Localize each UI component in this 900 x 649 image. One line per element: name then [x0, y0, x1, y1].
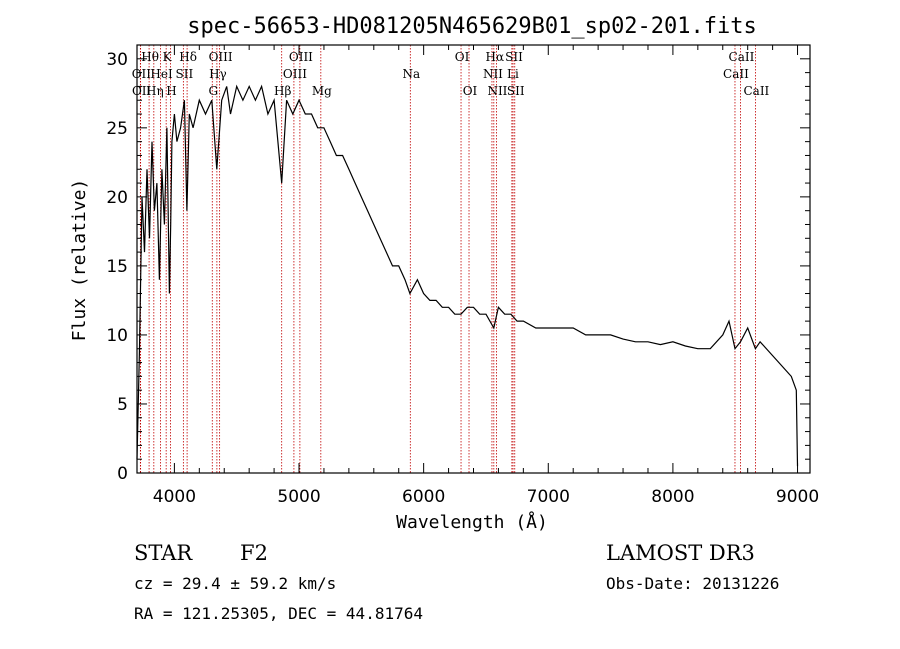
y-tick-label: 15: [106, 257, 128, 277]
line-label: Hγ: [209, 67, 227, 81]
plot-frame: [136, 44, 811, 474]
line-label: OI: [455, 50, 470, 64]
y-tick-label: 20: [106, 188, 128, 208]
x-tick-label: 7000: [527, 487, 570, 507]
x-tick-label: 8000: [651, 487, 694, 507]
x-tick-label: 5000: [277, 487, 320, 507]
line-label: SII: [507, 84, 525, 98]
y-tick-label: 0: [117, 464, 128, 484]
line-label: OIII: [209, 50, 233, 64]
line-label: Hη: [146, 84, 164, 98]
line-label: OII: [132, 67, 152, 81]
y-axis-label: Flux (relative): [69, 179, 90, 342]
line-label: SII: [505, 50, 523, 64]
line-label: CaII: [743, 84, 769, 98]
redshift-text: cz = 29.4 ± 59.2 km/s: [134, 574, 336, 593]
line-label: Hα: [486, 50, 505, 64]
spectral-subclass: F2: [240, 541, 268, 565]
y-axis: 0 5 10 15 20 25 30: [106, 44, 810, 484]
line-label: SII: [176, 67, 194, 81]
line-label: Hβ: [274, 84, 291, 98]
line-label: OIII: [283, 67, 307, 81]
line-label: NII: [487, 84, 507, 98]
line-label: Hδ: [179, 50, 197, 64]
line-label: Na: [402, 67, 420, 81]
line-label: CaII: [723, 67, 749, 81]
line-markers: [139, 45, 756, 473]
x-tick-label: 4000: [153, 487, 196, 507]
line-label: H: [166, 84, 176, 98]
y-tick-label: 30: [106, 50, 128, 70]
spectrum-line: [136, 84, 799, 467]
survey-name: LAMOST DR3: [606, 541, 755, 565]
y-tick-label: 25: [106, 119, 128, 139]
line-label: CaII: [729, 50, 755, 64]
line-label: G: [208, 84, 218, 98]
coordinates: RA = 121.25305, DEC = 44.81764: [134, 604, 423, 623]
chart-title: spec-56653-HD081205N465629B01_sp02-201.f…: [187, 14, 757, 39]
x-tick-label: 9000: [776, 487, 819, 507]
line-label: Li: [507, 67, 519, 81]
line-label: Mg: [312, 84, 332, 98]
x-tick-label: 6000: [402, 487, 445, 507]
y-tick-label: 5: [117, 395, 128, 415]
x-axis-label: Wavelength (Å): [396, 511, 548, 533]
x-axis: 4000 5000 6000 7000 8000 9000: [153, 45, 819, 507]
line-label: OI: [463, 84, 478, 98]
line-label: K: [163, 50, 173, 64]
line-label: HeI: [150, 67, 173, 81]
line-label: Hθ: [141, 50, 159, 64]
object-type: STAR: [134, 541, 193, 565]
line-label: NII: [483, 67, 503, 81]
y-tick-label: 10: [106, 326, 128, 346]
line-label: OIII: [289, 50, 313, 64]
obs-date: Obs-Date: 20131226: [606, 574, 779, 593]
